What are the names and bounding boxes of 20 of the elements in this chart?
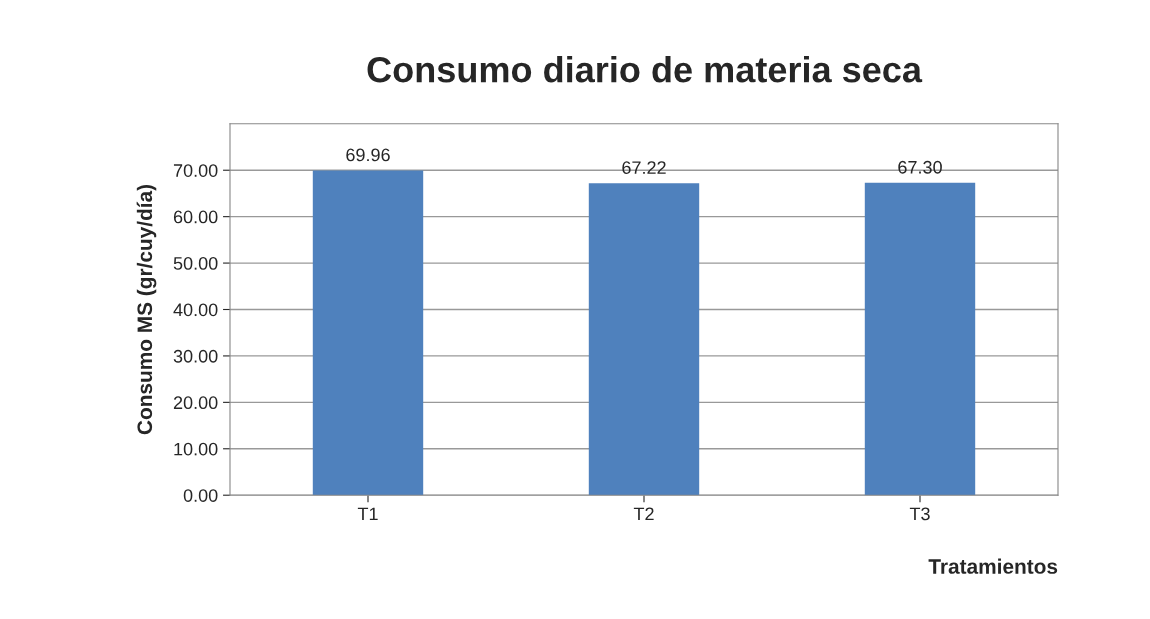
x-tick-label: T3: [909, 507, 930, 521]
data-label: 67.22: [622, 161, 666, 175]
y-tick-label: 30.00: [173, 349, 218, 363]
y-tick-label: 40.00: [173, 303, 218, 317]
data-label: 69.96: [346, 148, 390, 162]
x-axis-title: Tratamientos: [928, 558, 1058, 574]
y-axis-title: Consumo MS (gr/cuy/día): [136, 184, 157, 435]
bar: [312, 170, 424, 496]
y-tick-label: 20.00: [173, 396, 218, 410]
data-label: 67.30: [898, 160, 942, 174]
chart-title: Consumo diario de materia seca: [367, 55, 923, 83]
bar: [588, 183, 700, 496]
y-tick-label: 10.00: [174, 442, 218, 456]
y-tick-label: 50.00: [173, 257, 218, 270]
x-tick-label: T1: [357, 507, 378, 521]
y-tick-label: 60.00: [173, 210, 218, 224]
bar: [864, 182, 976, 496]
y-tick-label: 70.00: [173, 164, 218, 177]
y-tick-label: 0.00: [183, 489, 218, 502]
x-tick-label: T2: [633, 507, 654, 521]
